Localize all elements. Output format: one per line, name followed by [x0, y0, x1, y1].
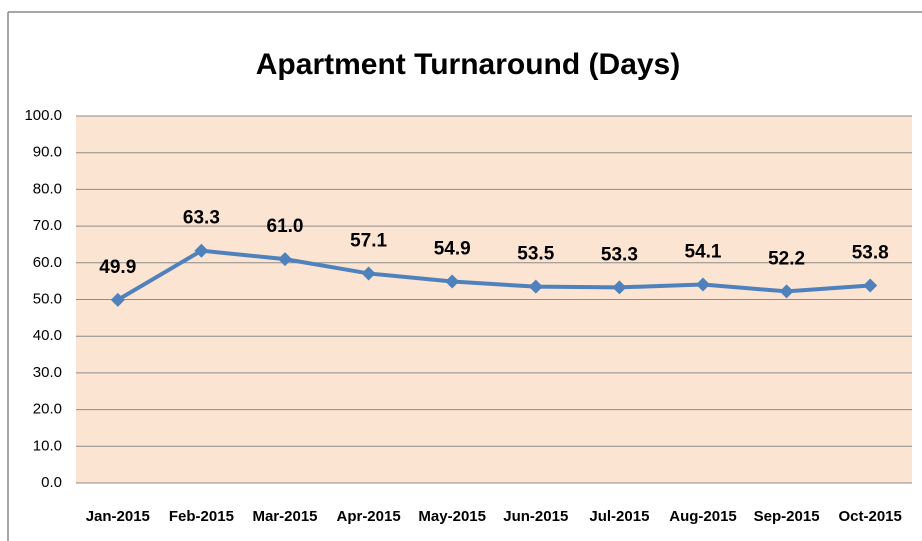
data-point	[528, 279, 543, 294]
x-tick-label: Oct-2015	[839, 508, 902, 525]
y-tick-label: 30.0	[33, 364, 62, 381]
data-label: 61.0	[267, 216, 304, 237]
x-tick-label: Sep-2015	[754, 508, 820, 525]
x-tick-label: May-2015	[418, 508, 486, 525]
data-point	[361, 266, 376, 281]
y-tick-label: 60.0	[33, 254, 62, 271]
x-tick-label: Jun-2015	[503, 508, 568, 525]
data-point	[779, 284, 794, 299]
data-label: 63.3	[183, 208, 220, 229]
data-label: 54.1	[685, 241, 722, 262]
data-line	[116, 248, 871, 302]
x-tick-label: Mar-2015	[252, 508, 317, 525]
y-tick-label: 0.0	[41, 474, 62, 491]
data-label: 53.5	[517, 244, 554, 265]
y-tick-label: 20.0	[33, 401, 62, 418]
chart-title: Apartment Turnaround (Days)	[256, 48, 680, 81]
x-tick-label: Jul-2015	[589, 508, 649, 525]
data-point	[696, 277, 710, 292]
y-tick-label: 50.0	[33, 290, 62, 307]
data-label: 53.8	[852, 243, 889, 264]
data-label: 53.3	[601, 244, 638, 265]
x-tick-label: Feb-2015	[169, 508, 234, 525]
data-point	[612, 280, 627, 295]
y-tick-label: 70.0	[33, 217, 62, 234]
y-tick-label: 80.0	[33, 180, 62, 197]
data-point	[110, 292, 125, 307]
y-tick-label: 90.0	[33, 144, 62, 161]
data-point	[863, 278, 878, 293]
data-label: 57.1	[350, 230, 387, 251]
y-tick-label: 100.0	[24, 107, 62, 124]
data-point	[445, 274, 460, 289]
data-label: 49.9	[99, 257, 136, 278]
x-tick-label: Jan-2015	[86, 508, 150, 525]
data-point	[278, 252, 292, 267]
data-point	[194, 243, 209, 258]
x-tick-label: Apr-2015	[336, 508, 400, 525]
data-label: 54.9	[434, 239, 471, 260]
y-tick-label: 10.0	[33, 437, 62, 454]
data-label: 52.2	[768, 248, 805, 269]
y-tick-label: 40.0	[33, 327, 62, 344]
x-tick-label: Aug-2015	[669, 508, 737, 525]
